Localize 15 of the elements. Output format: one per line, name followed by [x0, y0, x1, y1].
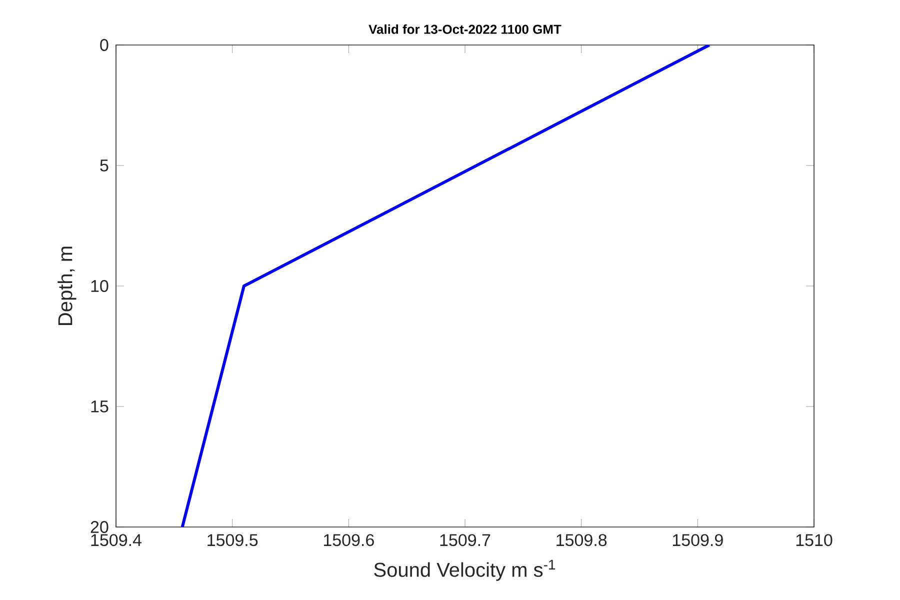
y-tick-label: 15: [91, 400, 108, 412]
y-tick-label: 5: [100, 160, 108, 172]
y-tick-label: 20: [90, 521, 108, 534]
y-axis-title: Depth, m: [58, 246, 76, 325]
y-tick-label: 10: [91, 280, 108, 292]
y-tick-label: 0: [100, 39, 108, 52]
chart-title: Valid for 13-Oct-2022 1100 GMT: [368, 24, 562, 34]
x-tick-label: 1509.7: [440, 534, 490, 546]
x-tick-label: 1509.6: [324, 534, 374, 546]
x-tick-label: 1509.8: [556, 534, 607, 546]
x-axis-title: Sound Velocity m s$^{-1}$: [374, 560, 556, 581]
x-tick-label: 1509.9: [672, 534, 723, 546]
x-tick-label: 1509.4: [91, 534, 142, 546]
x-tick-label: 1510: [796, 534, 832, 546]
x-tick-label: 1509.5: [208, 534, 258, 546]
